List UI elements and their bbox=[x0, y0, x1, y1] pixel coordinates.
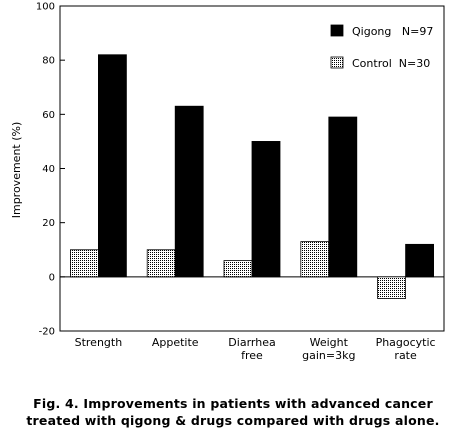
legend-swatch bbox=[330, 24, 344, 37]
y-axis: -20 0 20 40 60 80 100 bbox=[36, 2, 65, 338]
figure-caption-line-1: Fig. 4. Improvements in patients with ad… bbox=[33, 396, 433, 411]
x-tick-label: gain=3kg bbox=[302, 349, 355, 362]
control-bar bbox=[300, 241, 330, 278]
x-tick-label: free bbox=[241, 349, 263, 362]
control-bar bbox=[146, 249, 176, 278]
x-tick-label: Weight bbox=[310, 336, 349, 349]
qigong-bar bbox=[328, 116, 358, 278]
legend: Qigong N=97 Control N=30 bbox=[330, 24, 433, 70]
y-tick-label: 80 bbox=[42, 56, 55, 67]
y-tick-label: -20 bbox=[39, 327, 55, 338]
y-tick-label: 100 bbox=[36, 2, 55, 13]
y-tick-label: 20 bbox=[42, 218, 55, 229]
qigong-bar bbox=[98, 54, 127, 278]
legend-swatch bbox=[330, 56, 344, 69]
y-tick-label: 40 bbox=[42, 164, 55, 175]
qigong-bar bbox=[174, 105, 204, 278]
legend-label: Qigong N=97 bbox=[352, 25, 433, 38]
qigong-bar bbox=[251, 141, 281, 278]
bars bbox=[70, 54, 435, 299]
bar-chart: -20 0 20 40 60 80 100 Strength Appetite Diarrhea… bbox=[10, 2, 445, 362]
x-tick-label: Diarrhea bbox=[228, 336, 275, 349]
x-tick-label: Appetite bbox=[152, 336, 199, 349]
y-tick-label: 60 bbox=[42, 110, 55, 121]
x-tick-label: Strength bbox=[75, 336, 123, 349]
x-tick-label: Phagocytic bbox=[376, 336, 436, 349]
figure-caption-line-2: treated with qigong & drugs compared wit… bbox=[26, 413, 440, 428]
legend-label: Control N=30 bbox=[352, 57, 430, 70]
y-axis-label: Improvement (%) bbox=[10, 122, 23, 219]
x-tick-label: rate bbox=[394, 349, 417, 362]
qigong-bar bbox=[405, 243, 435, 278]
control-bar bbox=[223, 260, 253, 278]
control-bar bbox=[377, 276, 407, 299]
control-bar bbox=[70, 249, 99, 278]
y-tick-label: 0 bbox=[49, 272, 55, 283]
